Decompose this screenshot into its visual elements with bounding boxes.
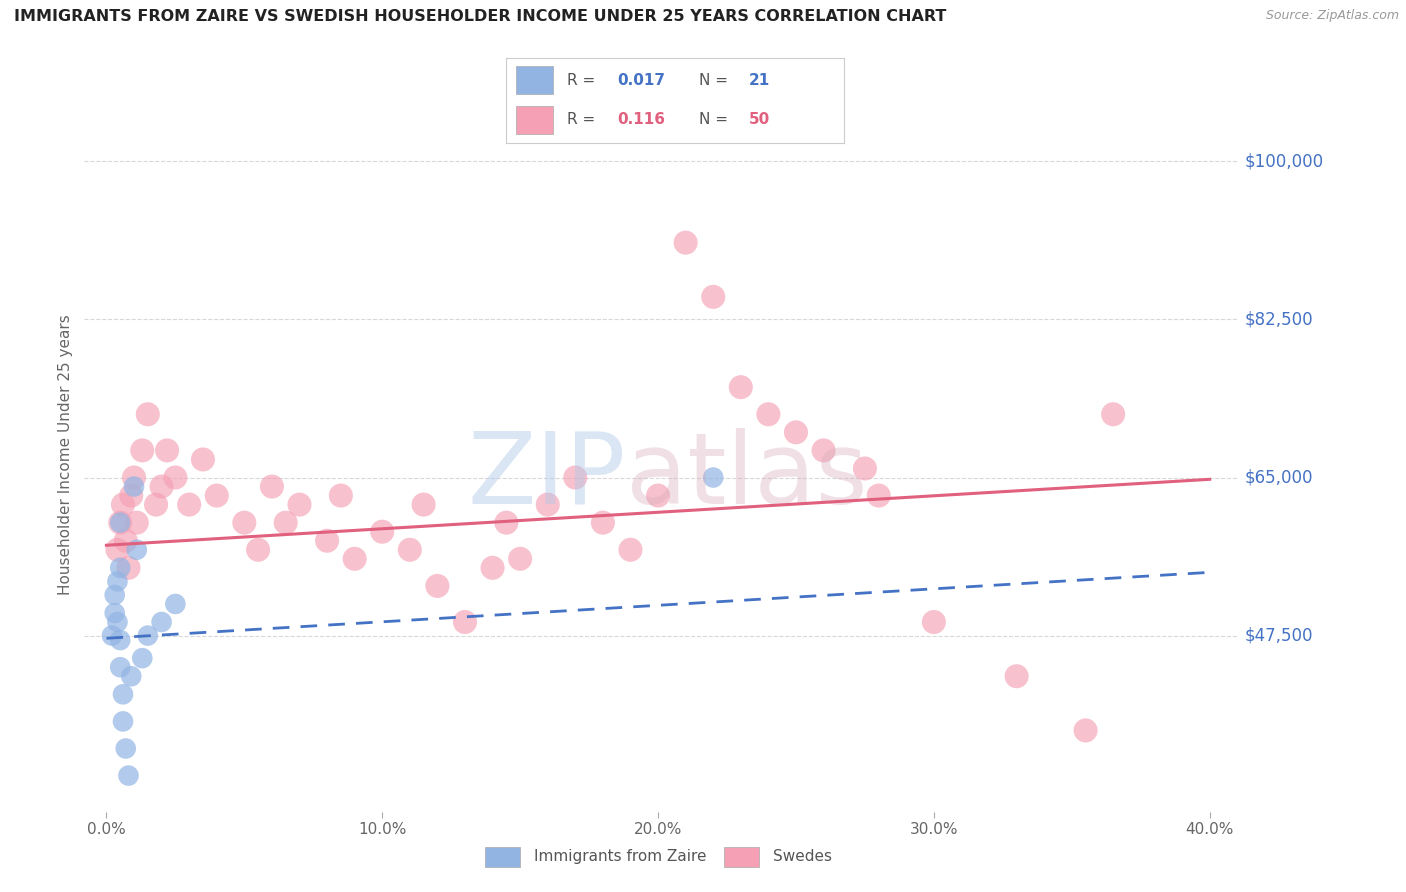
Point <box>104 588 127 602</box>
Point <box>165 597 187 611</box>
Point <box>647 489 669 503</box>
Text: $100,000: $100,000 <box>1244 153 1323 170</box>
Point <box>537 498 560 512</box>
Point <box>495 516 517 530</box>
Point <box>1074 723 1097 738</box>
Point <box>316 533 339 548</box>
Point <box>619 542 641 557</box>
Point <box>107 615 129 629</box>
Point <box>247 542 270 557</box>
Point <box>110 561 132 575</box>
Point <box>104 606 127 620</box>
Text: IMMIGRANTS FROM ZAIRE VS SWEDISH HOUSEHOLDER INCOME UNDER 25 YEARS CORRELATION C: IMMIGRANTS FROM ZAIRE VS SWEDISH HOUSEHO… <box>14 9 946 24</box>
Point <box>117 768 139 782</box>
Point <box>110 633 132 648</box>
Point <box>730 380 752 394</box>
Point <box>454 615 477 629</box>
Point <box>156 443 179 458</box>
Point <box>702 470 724 484</box>
Point <box>343 551 366 566</box>
Point <box>412 498 434 512</box>
Point <box>131 443 153 458</box>
Point <box>785 425 807 440</box>
Point <box>260 479 283 493</box>
Text: $65,000: $65,000 <box>1244 468 1313 486</box>
Point <box>165 470 187 484</box>
Point <box>288 498 311 512</box>
Point <box>117 561 139 575</box>
Text: ZIP: ZIP <box>468 428 626 524</box>
FancyBboxPatch shape <box>516 67 554 95</box>
Text: Source: ZipAtlas.com: Source: ZipAtlas.com <box>1265 9 1399 22</box>
Point <box>136 407 159 421</box>
Point <box>426 579 449 593</box>
FancyBboxPatch shape <box>516 106 554 134</box>
Point <box>1102 407 1125 421</box>
Point <box>853 461 876 475</box>
Text: 0.017: 0.017 <box>617 73 665 88</box>
Text: R =: R = <box>567 112 600 128</box>
Text: 0.116: 0.116 <box>617 112 665 128</box>
Point <box>107 574 129 589</box>
Point <box>122 479 145 493</box>
Text: $47,500: $47,500 <box>1244 626 1313 645</box>
Point <box>125 542 148 557</box>
Text: Immigrants from Zaire: Immigrants from Zaire <box>534 849 707 863</box>
Point <box>110 516 132 530</box>
Point <box>150 615 173 629</box>
Point <box>110 660 132 674</box>
Text: 50: 50 <box>749 112 770 128</box>
Point <box>233 516 256 530</box>
Point <box>145 498 167 512</box>
Point <box>592 516 614 530</box>
Text: R =: R = <box>567 73 600 88</box>
Point <box>398 542 420 557</box>
Point <box>111 687 134 701</box>
Point <box>868 489 890 503</box>
Point <box>191 452 214 467</box>
Point <box>481 561 503 575</box>
Point <box>122 470 145 484</box>
Point <box>371 524 394 539</box>
Text: Swedes: Swedes <box>773 849 832 863</box>
Point <box>131 651 153 665</box>
Point <box>179 498 201 512</box>
Point <box>120 489 142 503</box>
Point <box>114 533 136 548</box>
Point <box>111 714 134 729</box>
Point <box>110 516 132 530</box>
Point <box>205 489 228 503</box>
Point <box>758 407 780 421</box>
Text: $82,500: $82,500 <box>1244 310 1313 328</box>
Point <box>922 615 945 629</box>
Point <box>114 741 136 756</box>
Point <box>813 443 835 458</box>
Point <box>702 290 724 304</box>
Text: 21: 21 <box>749 73 770 88</box>
Point <box>274 516 297 530</box>
Point <box>509 551 531 566</box>
Point <box>120 669 142 683</box>
Point <box>136 629 159 643</box>
Point <box>101 629 124 643</box>
Text: N =: N = <box>699 73 733 88</box>
Point <box>564 470 586 484</box>
Point <box>1005 669 1028 683</box>
Point <box>125 516 148 530</box>
Text: N =: N = <box>699 112 733 128</box>
Point <box>675 235 697 250</box>
Point <box>107 542 129 557</box>
Point <box>329 489 352 503</box>
Text: atlas: atlas <box>626 428 868 524</box>
Y-axis label: Householder Income Under 25 years: Householder Income Under 25 years <box>58 315 73 595</box>
Point <box>150 479 173 493</box>
Point <box>111 498 134 512</box>
